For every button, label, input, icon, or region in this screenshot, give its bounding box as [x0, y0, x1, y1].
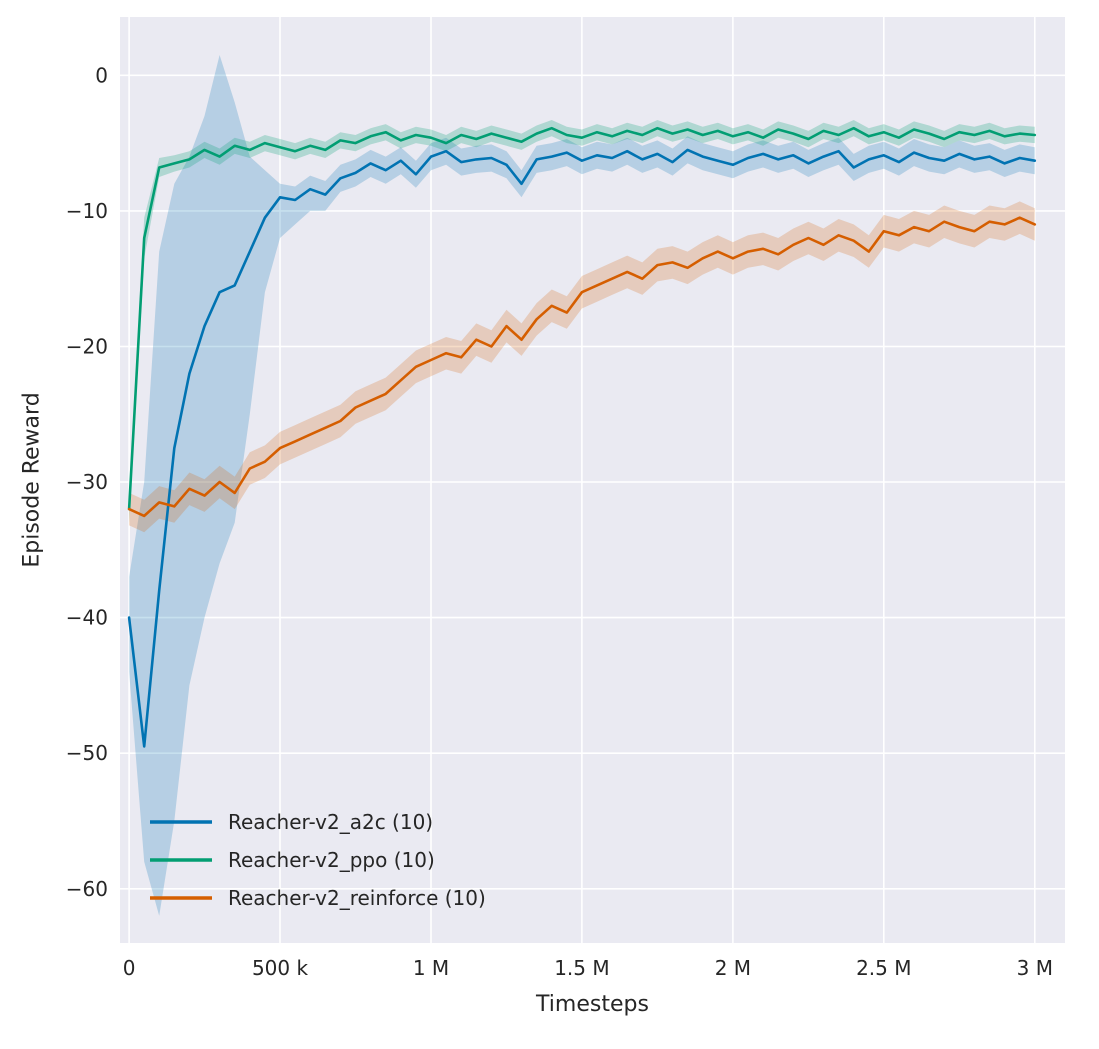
- y-tick-label: −10: [66, 199, 108, 223]
- y-tick-label: −20: [66, 335, 108, 359]
- x-tick-label: 500 k: [252, 956, 309, 980]
- series-line-a2c: [127, 148, 1037, 748]
- series-line-reinforce: [127, 216, 1037, 518]
- series-line-ppo: [127, 126, 1037, 511]
- x-tick-label: 3 M: [1017, 956, 1053, 980]
- x-tick-label: 1 M: [413, 956, 449, 980]
- x-tick-label: 0: [123, 956, 136, 980]
- confidence-band-reinforce: [129, 201, 1035, 533]
- legend-label-a2c: Reacher-v2_a2c (10): [228, 810, 433, 834]
- plot-area: [120, 17, 1065, 943]
- y-axis-label: Episode Reward: [19, 392, 45, 568]
- confidence-band-ppo: [129, 120, 1035, 523]
- legend-label-ppo: Reacher-v2_ppo (10): [228, 848, 435, 872]
- x-tick-label: 2 M: [715, 956, 751, 980]
- x-axis-label: Timesteps: [536, 992, 649, 1017]
- y-tick-label: −50: [66, 741, 108, 765]
- y-tick-label: −40: [66, 606, 108, 630]
- y-tick-label: −60: [66, 877, 108, 901]
- y-tick-label: 0: [95, 63, 108, 87]
- x-tick-label: 2.5 M: [856, 956, 911, 980]
- x-tick-label: 1.5 M: [554, 956, 609, 980]
- y-tick-label: −30: [66, 470, 108, 494]
- legend-label-reinforce: Reacher-v2_reinforce (10): [228, 886, 486, 910]
- confidence-band-a2c: [129, 55, 1035, 916]
